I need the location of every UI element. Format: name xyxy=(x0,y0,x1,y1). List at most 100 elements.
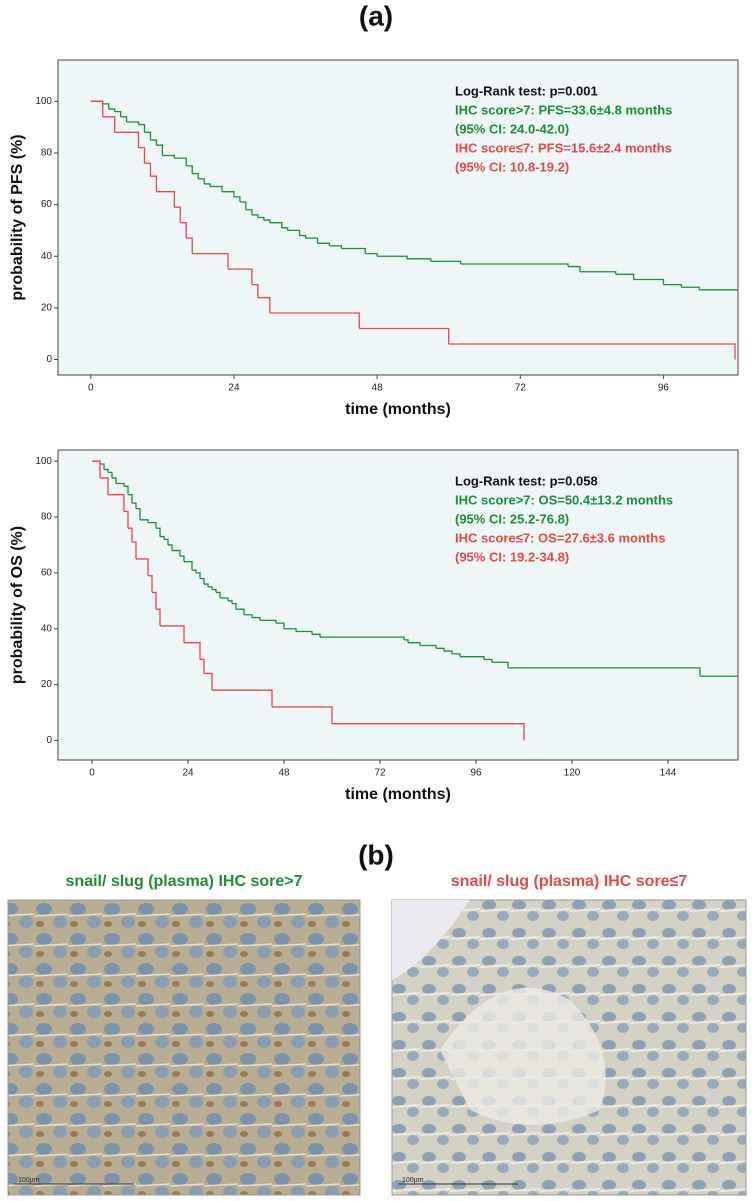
survival-step xyxy=(245,209,253,215)
annotation: IHC score≤7: PFS=15.6±2.4 months xyxy=(455,140,672,155)
plot-area xyxy=(57,59,739,376)
y-axis-label: probability of OS (%) xyxy=(9,526,26,684)
survival-step xyxy=(263,219,271,223)
survival-step xyxy=(257,216,265,221)
survival-step xyxy=(208,586,213,590)
survival-step xyxy=(222,191,235,197)
survival-step xyxy=(144,131,152,141)
survival-step xyxy=(128,527,133,543)
survival-step xyxy=(138,123,146,133)
survival-step xyxy=(152,591,157,610)
image-title: snail/ slug (plasma) IHC sore≤7 xyxy=(451,873,688,890)
survival-step xyxy=(156,608,161,626)
survival-step xyxy=(579,271,617,275)
scale-bar-label: 100μm xyxy=(18,1177,40,1184)
survival-step xyxy=(164,538,169,545)
survival-step xyxy=(124,510,129,529)
survival-step xyxy=(681,286,700,290)
annotation: IHC score>7: PFS=33.6±4.8 months xyxy=(455,102,672,117)
x-tick-label: 96 xyxy=(470,768,482,779)
survival-step xyxy=(406,258,432,262)
y-tick-label: 20 xyxy=(41,679,53,690)
survival-step xyxy=(180,222,187,239)
y-tick-label: 80 xyxy=(41,512,53,523)
lumen xyxy=(440,987,606,1125)
x-tick-label: 48 xyxy=(372,383,384,394)
survival-step xyxy=(114,110,122,117)
y-axis-label: probability of PFS (%) xyxy=(9,134,26,300)
survival-step xyxy=(104,468,109,473)
x-tick-label: 72 xyxy=(515,383,527,394)
survival-step xyxy=(148,575,153,593)
survival-step xyxy=(174,206,181,223)
survival-step xyxy=(156,191,175,208)
survival-step xyxy=(180,555,185,562)
survival-step xyxy=(299,234,307,239)
annotation: Log-Rank test: p=0.001 xyxy=(455,83,598,98)
survival-step xyxy=(460,263,569,267)
survival-step xyxy=(92,460,101,478)
survival-step xyxy=(568,265,581,272)
survival-step xyxy=(281,227,289,231)
survival-step xyxy=(260,619,277,624)
survival-step xyxy=(132,502,137,509)
survival-step xyxy=(140,519,149,523)
survival-step xyxy=(233,196,241,203)
survival-step xyxy=(220,597,229,601)
y-tick-label: 80 xyxy=(41,148,53,159)
survival-step xyxy=(296,630,313,635)
survival-step xyxy=(192,569,197,573)
survival-step xyxy=(186,165,193,174)
survival-step xyxy=(212,588,217,593)
survival-step xyxy=(317,242,331,246)
survival-step xyxy=(100,477,109,495)
survival-step xyxy=(124,485,129,495)
survival-step xyxy=(160,625,185,643)
survival-step xyxy=(236,608,245,615)
survival-step xyxy=(144,162,152,177)
survival-step xyxy=(184,642,201,660)
survival-step xyxy=(272,706,333,724)
survival-step xyxy=(305,237,319,244)
y-tick-label: 0 xyxy=(46,735,52,746)
annotation: (95% CI: 25.2-76.8) xyxy=(455,511,569,526)
y-tick-label: 60 xyxy=(41,568,53,579)
survival-step xyxy=(633,278,665,285)
survival-step xyxy=(114,131,140,148)
survival-step xyxy=(132,541,137,559)
survival-step xyxy=(108,108,116,112)
micrograph xyxy=(7,899,361,1196)
survival-step xyxy=(508,667,701,677)
x-tick-label: 0 xyxy=(88,383,94,394)
survival-step xyxy=(136,507,141,520)
survival-step xyxy=(257,296,271,314)
survival-step xyxy=(204,583,209,587)
annotation: (95% CI: 10.8-19.2) xyxy=(455,159,569,174)
survival-step xyxy=(329,245,342,249)
annotation: (95% CI: 24.0-42.0) xyxy=(455,121,569,136)
survival-step xyxy=(251,214,259,218)
survival-step xyxy=(204,183,211,187)
survival-step xyxy=(460,656,485,660)
y-tick-label: 100 xyxy=(35,96,52,107)
survival-step xyxy=(284,628,297,632)
survival-step xyxy=(150,139,158,146)
survival-step xyxy=(484,658,493,663)
panel-label: (a) xyxy=(359,0,393,31)
survival-step xyxy=(232,602,237,610)
survival-step xyxy=(128,494,133,504)
survival-step xyxy=(312,633,321,638)
survival-step xyxy=(216,591,221,599)
survival-step xyxy=(126,121,140,125)
survival-step xyxy=(204,672,213,691)
survival-step xyxy=(186,237,193,254)
survival-step xyxy=(172,549,181,557)
survival-step xyxy=(198,178,205,184)
survival-step xyxy=(200,577,205,585)
survival-step xyxy=(228,600,233,604)
survival-step xyxy=(444,650,453,654)
x-tick-label: 120 xyxy=(564,768,581,779)
survival-step xyxy=(252,616,261,621)
survival-step xyxy=(120,116,128,122)
plot-area xyxy=(57,449,739,761)
